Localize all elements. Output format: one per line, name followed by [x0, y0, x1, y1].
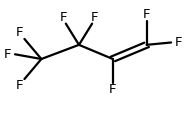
Text: F: F: [4, 48, 11, 61]
Text: F: F: [143, 8, 150, 21]
Text: F: F: [109, 83, 117, 96]
Text: F: F: [175, 36, 182, 49]
Text: F: F: [16, 79, 24, 92]
Text: F: F: [60, 11, 68, 24]
Text: F: F: [90, 11, 98, 24]
Text: F: F: [16, 26, 24, 39]
